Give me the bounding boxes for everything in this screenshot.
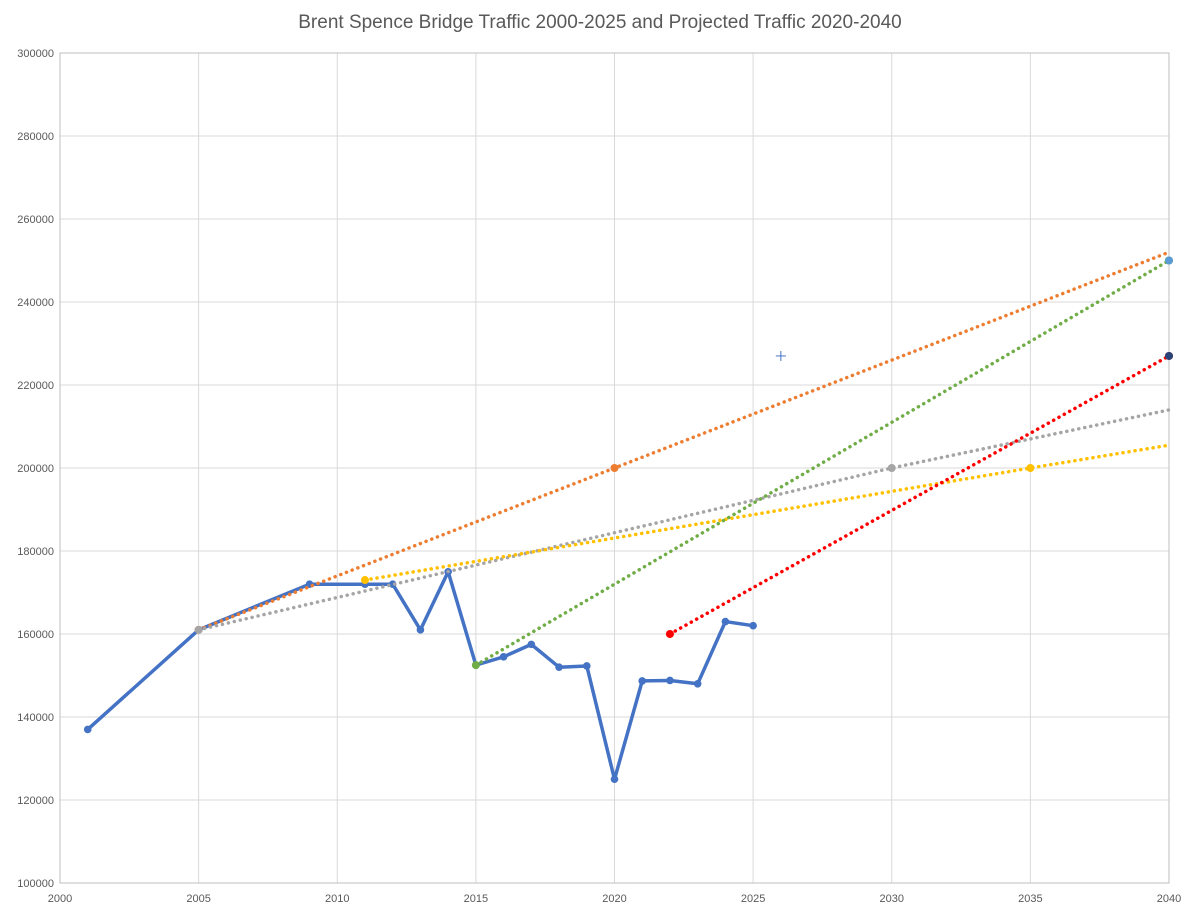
data-point-traffic [527,640,536,649]
data-point-traffic [388,580,397,588]
plot-border [59,52,1170,884]
y-tick-label: 120000 [17,795,54,807]
x-tick-label: 2010 [325,893,349,905]
x-tick-label: 2015 [464,893,488,905]
data-point-traffic [555,663,563,671]
y-tick-label: 100000 [17,878,54,890]
data-point-traffic [721,617,730,626]
trend-point-3 [1026,464,1035,472]
trend-point-2 [194,625,203,634]
y-tick-label: 160000 [17,629,54,641]
x-tick-label: 2040 [1157,893,1181,905]
y-tick-label: 300000 [17,48,54,60]
y-tick-label: 260000 [17,214,54,226]
trend-point-5 [665,630,674,638]
y-tick-label: 140000 [17,712,54,724]
data-point-traffic [499,653,508,661]
x-tick-label: 2020 [602,893,626,905]
y-tick-label: 180000 [17,546,54,558]
y-tick-label: 240000 [17,297,54,309]
x-tick-label: 2000 [48,893,72,905]
x-tick-label: 2030 [880,893,904,905]
data-point-traffic [638,677,647,685]
trend-line-5 [668,354,1171,636]
data-point-traffic [83,725,92,734]
x-tick-label: 2025 [741,893,765,905]
y-tick-label: 220000 [17,380,54,392]
y-tick-label: 280000 [17,131,54,143]
x-tick-label: 2035 [1018,893,1042,905]
data-point-traffic [582,662,591,670]
trend-point-1 [610,464,619,472]
series-line-traffic [86,570,754,781]
x-tick-label: 2005 [186,893,210,905]
trend-point-4 [471,661,480,670]
trend-line-2 [196,408,1171,632]
trend-point-2 [887,464,896,472]
trend-endpoint [1165,256,1173,265]
data-point-traffic [610,775,619,784]
data-point-traffic [666,676,674,685]
trend-point-3 [360,576,369,585]
trend-endpoint [1165,351,1173,360]
data-point-traffic [693,680,702,688]
trend-line-3 [363,443,1171,582]
chart-title: Brent Spence Bridge Traffic 2000-2025 an… [298,12,902,33]
y-tick-label: 200000 [17,463,54,475]
trend-line-1 [196,250,1171,632]
data-point-traffic [749,621,757,630]
trend-line-4 [474,258,1171,667]
data-point-traffic [416,626,425,634]
